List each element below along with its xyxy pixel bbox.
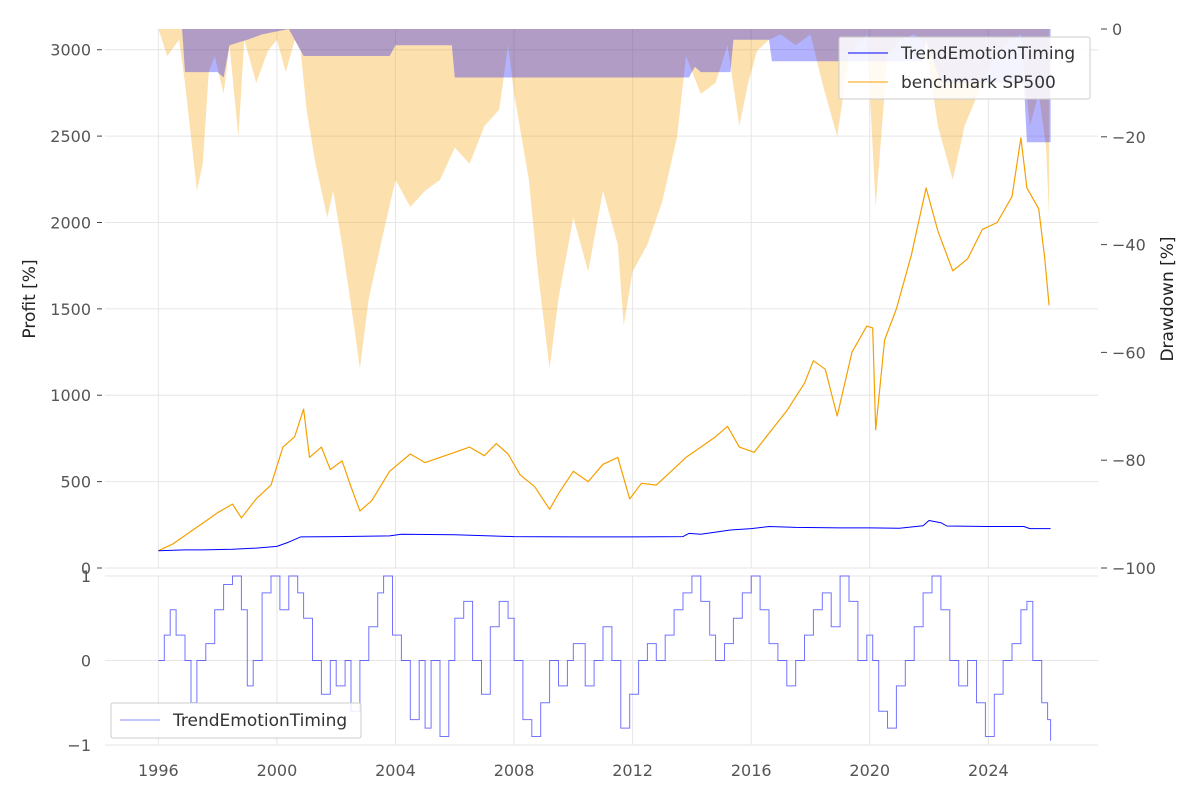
profit-tick-label: 2000 <box>50 213 91 232</box>
position-tick-label: 0 <box>81 652 91 671</box>
drawdown-axis-label: Drawdown [%] <box>1158 236 1178 361</box>
position-tick-label: 1 <box>81 567 91 586</box>
legend-label-position: TrendEmotionTiming <box>172 711 347 731</box>
x-tick-label: 2004 <box>375 761 416 780</box>
profit-tick-label: 3000 <box>50 41 91 60</box>
position-legend: TrendEmotionTiming <box>110 702 362 739</box>
drawdown-tick-label: −40 <box>1112 236 1146 255</box>
x-tick-label: 2024 <box>968 761 1009 780</box>
x-tick-label: 1996 <box>138 761 179 780</box>
axes: 1996 2000 2004 2008 2012 2016 2020 2024 0 500 1000… <box>50 20 1156 780</box>
drawdown-tick-label: −100 <box>1112 559 1156 578</box>
benchmark-drawdown-area <box>158 29 1050 369</box>
x-tick-label: 2000 <box>257 761 298 780</box>
drawdown-tick-label: −60 <box>1112 343 1146 362</box>
drawdown-areas <box>158 29 1051 369</box>
strategy-profit-line <box>158 520 1051 552</box>
x-tick-label: 2008 <box>494 761 535 780</box>
x-tick-label: 2016 <box>731 761 772 780</box>
profit-tick-label: 0 <box>81 559 91 578</box>
profit-axis-label: Profit [%] <box>20 259 40 338</box>
position-line <box>158 575 1052 741</box>
profit-tick-label: 2500 <box>50 127 91 146</box>
drawdown-tick-label: −20 <box>1112 128 1146 147</box>
x-tick-label: 2020 <box>849 761 890 780</box>
profit-lines <box>158 137 1051 552</box>
profit-tick-label: 1000 <box>50 386 91 405</box>
drawdown-tick-label: 0 <box>1112 20 1122 39</box>
legend-label-benchmark: benchmark SP500 <box>901 73 1056 93</box>
legend-label-strategy: TrendEmotionTiming <box>900 44 1075 64</box>
x-tick-label: 2012 <box>612 761 653 780</box>
position-tick-label: −1 <box>67 736 91 755</box>
benchmark-profit-line <box>158 137 1050 552</box>
drawdown-tick-label: −80 <box>1112 451 1146 470</box>
profit-tick-label: 1500 <box>50 300 91 319</box>
strategy-drawdown-area <box>158 29 1051 143</box>
profit-tick-label: 500 <box>60 473 91 492</box>
profit-legend: TrendEmotionTiming benchmark SP500 <box>838 36 1091 100</box>
position-line <box>158 575 1052 741</box>
